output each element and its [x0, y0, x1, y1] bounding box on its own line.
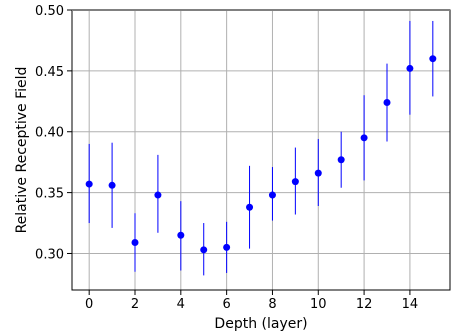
- x-tick-label: 10: [310, 297, 327, 312]
- x-tick-label: 14: [402, 297, 419, 312]
- x-tick-label: 6: [222, 297, 230, 312]
- x-tick-label: 12: [356, 297, 373, 312]
- error-bars: [88, 20, 434, 276]
- data-point: [108, 181, 116, 189]
- y-tick-label: 0.40: [35, 126, 64, 141]
- data-point: [429, 55, 437, 63]
- x-tick-label: 4: [177, 297, 185, 312]
- data-point: [131, 239, 139, 247]
- data-point: [246, 203, 254, 211]
- y-tick-label: 0.30: [35, 247, 64, 262]
- y-axis-label: Relative Receptive Field: [14, 67, 30, 234]
- y-tick-label: 0.50: [35, 4, 64, 19]
- y-tick-label: 0.45: [35, 65, 64, 80]
- data-point: [154, 191, 162, 199]
- data-point: [223, 243, 231, 251]
- data-point: [177, 231, 185, 239]
- y-tick-label: 0.35: [35, 187, 64, 202]
- data-point: [85, 180, 93, 188]
- data-point: [383, 99, 391, 107]
- data-point: [337, 156, 345, 164]
- y-ticks: 0.30 0.35 0.40 0.45 0.50: [35, 4, 72, 262]
- plot-area: [71, 9, 451, 291]
- data-point: [360, 134, 368, 142]
- x-tick-label: 2: [131, 297, 139, 312]
- data-point: [314, 169, 322, 177]
- x-axis-label: Depth (layer): [214, 316, 307, 332]
- data-point: [406, 64, 414, 72]
- data-points: [85, 55, 437, 254]
- grid-lines: [72, 9, 450, 290]
- data-point: [291, 178, 299, 186]
- data-point: [200, 246, 208, 254]
- axes-frame: [71, 9, 451, 291]
- x-tick-label: 8: [268, 297, 276, 312]
- x-tick-label: 0: [85, 297, 93, 312]
- x-ticks: 0 2 4 6 8 10 12 14: [85, 290, 418, 312]
- data-point: [268, 191, 276, 199]
